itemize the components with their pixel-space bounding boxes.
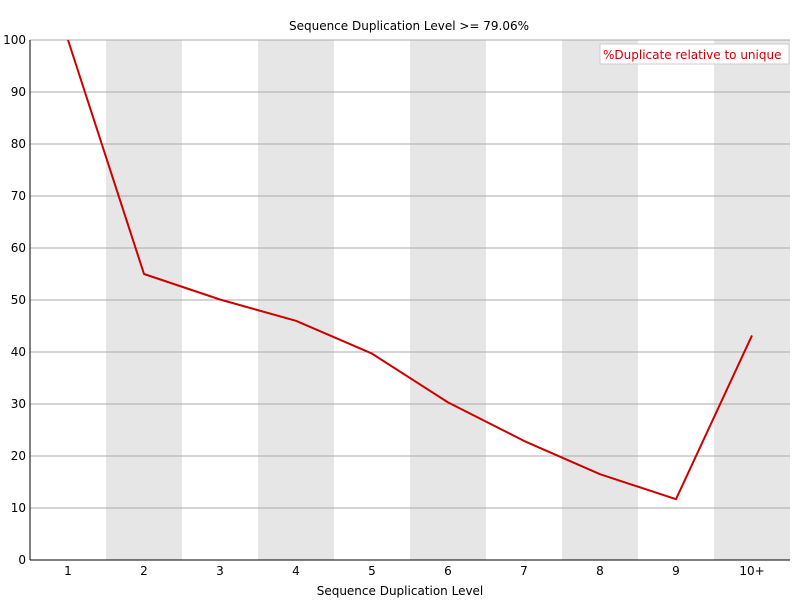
y-tick-label: 20 [11, 449, 26, 463]
x-tick-labels: 1 2 3 4 5 6 7 8 9 10+ [64, 564, 764, 578]
y-tick-labels: 0 10 20 30 40 50 60 70 80 90 100 [3, 33, 26, 567]
y-tick-label: 40 [11, 345, 26, 359]
legend: %Duplicate relative to unique [599, 43, 790, 65]
y-tick-label: 80 [11, 137, 26, 151]
legend-box [599, 43, 790, 65]
x-tick-label: 2 [140, 564, 148, 578]
x-tick-label: 7 [520, 564, 528, 578]
y-tick-label: 70 [11, 189, 26, 203]
x-tick-label: 9 [672, 564, 680, 578]
legend-entry: %Duplicate relative to unique [603, 48, 781, 62]
gridlines [30, 39, 790, 509]
y-tick-label: 0 [18, 553, 26, 567]
x-tick-label: 10+ [739, 564, 764, 578]
x-tick-label: 8 [596, 564, 604, 578]
x-tick-label: 6 [444, 564, 452, 578]
y-tick-label: 100 [3, 33, 26, 47]
y-tick-label: 50 [11, 293, 26, 307]
chart-title: Sequence Duplication Level >= 79.06% [289, 19, 529, 33]
y-tick-label: 60 [11, 241, 26, 255]
y-tick-label: 90 [11, 85, 26, 99]
series-line-1 [67, 39, 753, 501]
x-tick-label: 3 [216, 564, 224, 578]
x-tick-label: 1 [64, 564, 72, 578]
x-tick-label: 5 [368, 564, 376, 578]
x-axis-label: Sequence Duplication Level [317, 584, 484, 598]
series-lines [67, 39, 753, 501]
axes [29, 40, 790, 561]
x-tick-label: 4 [292, 564, 300, 578]
y-tick-label: 30 [11, 397, 26, 411]
y-tick-label: 10 [11, 501, 26, 515]
